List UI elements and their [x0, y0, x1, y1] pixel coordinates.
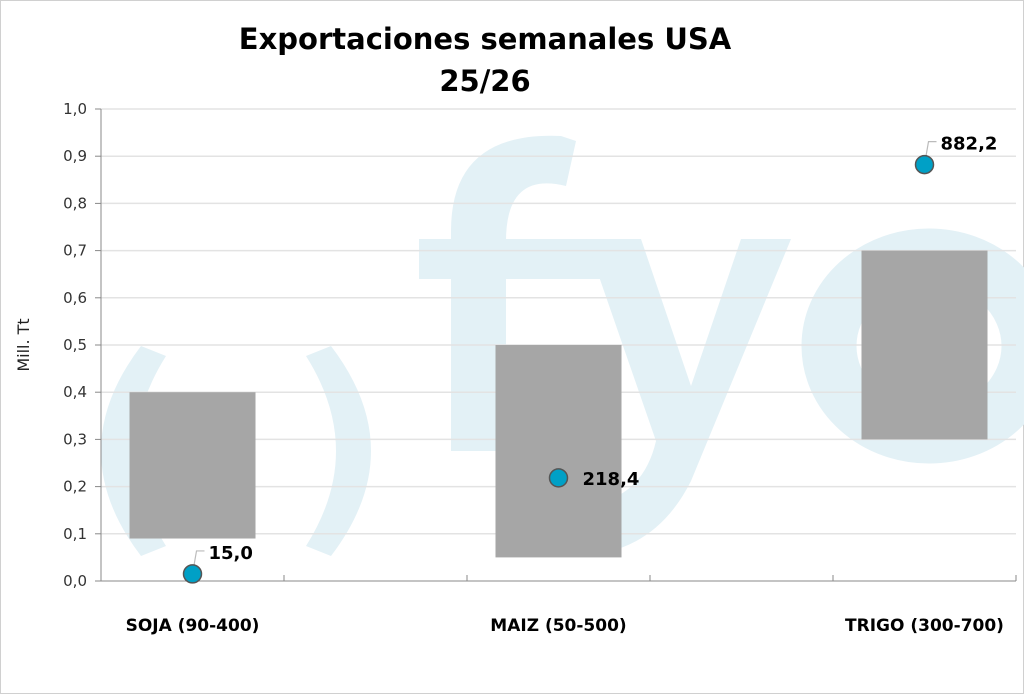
watermark-letter-f [451, 135, 576, 451]
y-tick-label: 0,7 [63, 242, 87, 260]
watermark-letter-y [561, 239, 791, 557]
watermark-f-crossbar [419, 239, 611, 279]
y-tick-label: 0,1 [63, 525, 87, 543]
data-label: 15,0 [209, 543, 253, 564]
axes: 0,0 0,1 0,2 0,3 0,4 0,5 0,6 0,7 0,8 0,9 1,0 SOJA (9… [63, 100, 1017, 636]
range-bar [495, 345, 622, 558]
y-tick-label: 0,3 [63, 430, 87, 448]
y-tick-label: 0,6 [63, 289, 87, 307]
y-tick-label: 1,0 [63, 100, 87, 118]
y-axis-label: Mill. Tt [14, 318, 33, 371]
y-tick-label: 0,9 [63, 147, 87, 165]
x-category-label: TRIGO (300-700) [845, 616, 1004, 636]
y-tick-label: 0,2 [63, 478, 87, 496]
x-category-label: SOJA (90-400) [126, 616, 260, 636]
data-label: 218,4 [583, 469, 640, 490]
data-points: 15,0 218,4 882,2 [182, 134, 998, 584]
data-point [914, 154, 935, 175]
data-label: 882,2 [941, 134, 998, 155]
range-bar [861, 250, 988, 440]
y-tick-label: 0,4 [63, 383, 87, 401]
chart-subtitle: 25/26 [439, 64, 530, 98]
y-tick-label: 0,8 [63, 194, 87, 212]
watermark-paren-right [306, 346, 371, 556]
data-point [548, 468, 569, 488]
data-point [182, 564, 203, 584]
x-category-label: MAIZ (50-500) [490, 616, 626, 636]
range-bar [129, 392, 256, 539]
y-tick-label: 0,0 [63, 572, 87, 590]
y-tick-label: 0,5 [63, 336, 87, 354]
chart-title: Exportaciones semanales USA [239, 22, 732, 56]
range-bars [129, 250, 988, 558]
